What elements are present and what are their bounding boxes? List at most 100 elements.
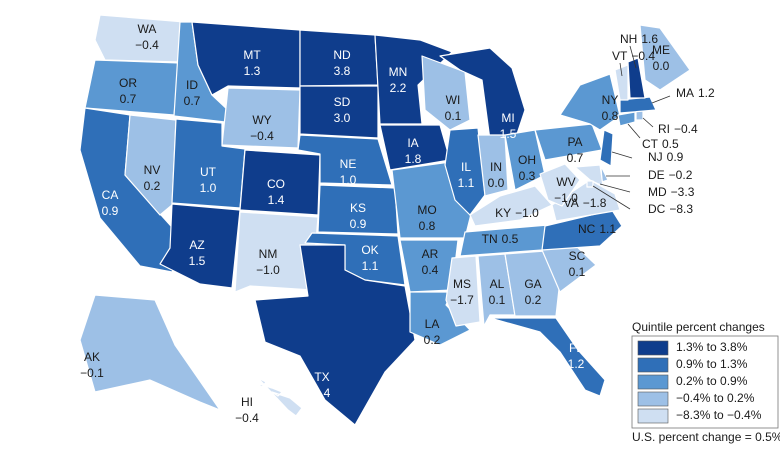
state-abbr: ME	[652, 43, 670, 57]
state-value: 1.2	[568, 357, 585, 371]
state-value: 1.0	[340, 173, 357, 187]
legend: Quintile percent changes 1.3% to 3.8% 0.9…	[631, 320, 779, 429]
state-value: −1.0	[515, 206, 539, 220]
state-value: 2.2	[390, 81, 407, 95]
state-value: −0.4	[135, 38, 159, 52]
state	[504, 250, 561, 317]
state-abbr: OH	[518, 153, 536, 167]
state-value: −0.4	[674, 122, 698, 136]
state-abbr: IN	[490, 160, 502, 174]
state-value: 0.2	[144, 179, 161, 193]
legend-label: 0.9% to 1.3%	[676, 357, 748, 371]
state-value: −1.0	[554, 191, 578, 205]
state-value: 0.7	[184, 94, 201, 108]
state-abbr: SC	[569, 249, 586, 263]
state-label: NJ 0.9	[648, 150, 684, 164]
legend-label: −0.4% to 0.2%	[676, 391, 755, 405]
state	[317, 184, 399, 235]
state-label: TN 0.5	[482, 232, 519, 246]
state-value: 0.7	[120, 92, 137, 106]
legend-swatch	[637, 408, 669, 424]
state-abbr: RI	[658, 122, 670, 136]
state-label: VT −0.4	[612, 49, 655, 63]
state-value: −0.4	[235, 411, 259, 425]
state	[599, 129, 614, 167]
state-abbr: NM	[259, 247, 278, 261]
state-value: 0.2	[525, 293, 542, 307]
state-abbr: HI	[241, 395, 253, 409]
state-value: 1.6	[641, 32, 658, 46]
state-abbr: MD	[648, 185, 667, 199]
state-label: NH 1.6	[620, 32, 658, 46]
state-abbr: KS	[350, 201, 366, 215]
state	[171, 118, 246, 209]
state-label: NC 1.1	[578, 222, 616, 236]
state-value: 0.9	[667, 150, 684, 164]
state-label: MA 1.2	[676, 86, 715, 100]
state-value: −8.3	[669, 202, 693, 216]
state-value: −1.7	[450, 293, 474, 307]
state-value: 1.3	[244, 64, 261, 78]
state-abbr: CO	[267, 177, 285, 191]
leader-line	[599, 183, 631, 193]
state-abbr: PA	[567, 135, 582, 149]
state-abbr: VT	[612, 49, 628, 63]
state-value: 0.9	[350, 217, 367, 231]
state-value: 0.2	[424, 333, 441, 347]
leader-line	[619, 62, 623, 77]
state-abbr: DE	[648, 168, 665, 182]
state-value: 1.4	[268, 193, 285, 207]
state	[477, 253, 516, 327]
state-value: 0.5	[502, 232, 519, 246]
state-value: 1.0	[200, 181, 217, 195]
state-label: VA −1.8	[564, 196, 607, 210]
state-abbr: WY	[252, 113, 271, 127]
state-value: 3.0	[334, 111, 351, 125]
legend-swatch	[637, 374, 669, 390]
state	[477, 134, 509, 197]
state-value: 1.1	[458, 176, 475, 190]
state-abbr: CT	[642, 137, 659, 151]
state-abbr: UT	[200, 165, 217, 179]
state-abbr: MS	[453, 277, 471, 291]
state-abbr: ND	[333, 48, 351, 62]
state-value: 3.8	[334, 64, 351, 78]
state	[614, 64, 629, 101]
state	[445, 255, 481, 327]
state-value: 0.1	[445, 109, 462, 123]
state-value: −0.4	[631, 49, 655, 63]
state	[421, 55, 471, 131]
state-label: RI −0.4	[658, 122, 698, 136]
state-abbr: TX	[314, 370, 329, 384]
state-value: 1.1	[599, 222, 616, 236]
state-abbr: ID	[186, 78, 198, 92]
state-abbr: LA	[425, 317, 440, 331]
state	[489, 317, 606, 397]
state-value: 0.0	[488, 176, 505, 190]
state-value: 0.4	[422, 263, 439, 277]
state-value: 0.0	[653, 59, 670, 73]
state	[617, 111, 636, 127]
state	[297, 134, 393, 186]
state	[79, 294, 221, 411]
leader-line	[627, 123, 641, 139]
state-abbr: DC	[648, 202, 666, 216]
state	[299, 85, 379, 139]
state-abbr: MO	[417, 203, 436, 217]
state-abbr: NH	[620, 32, 637, 46]
state-abbr: NC	[578, 222, 596, 236]
state	[124, 114, 177, 216]
state-abbr: NJ	[648, 150, 663, 164]
state-abbr: SD	[334, 95, 351, 109]
state-value: 0.8	[602, 109, 619, 123]
state	[255, 377, 303, 417]
state-abbr: NV	[144, 163, 161, 177]
state-value: 0.1	[569, 265, 586, 279]
state-abbr: OK	[361, 243, 378, 257]
state-abbr: TN	[482, 232, 498, 246]
state-abbr: WI	[446, 93, 461, 107]
state-value: 0.3	[519, 169, 536, 183]
state	[234, 211, 319, 293]
state-value: −0.1	[80, 366, 104, 380]
state-value: 1.5	[500, 127, 517, 141]
